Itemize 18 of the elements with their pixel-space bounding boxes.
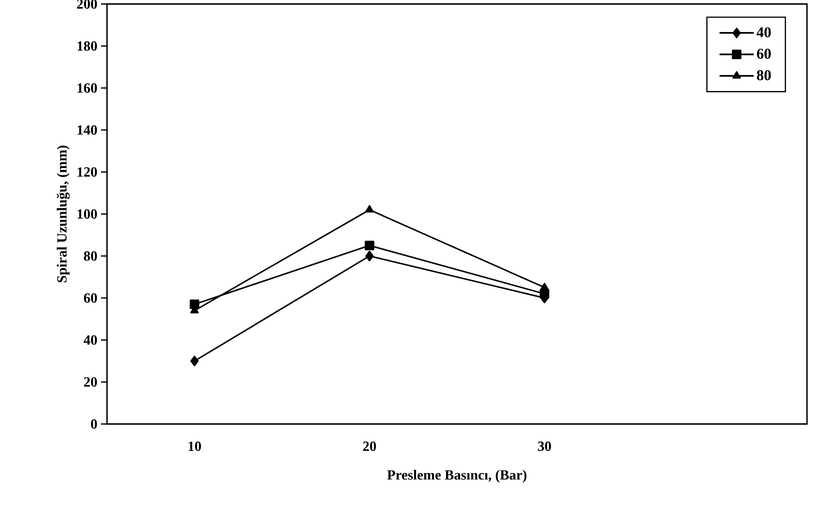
x-tick-label: 10	[188, 442, 201, 451]
y-tick-label: 80	[84, 251, 97, 261]
y-tick-label: 160	[78, 83, 97, 93]
y-tick-label: 40	[84, 335, 97, 345]
x-axis-title: Presleme Basıncı, (Bar)	[387, 470, 526, 483]
y-axis-title: Spiral Uzunluğu, (mm)	[56, 146, 70, 282]
legend-label: 60	[756, 48, 771, 59]
y-tick-label: 100	[78, 209, 97, 219]
y-tick-label: 20	[84, 377, 97, 387]
x-tick-label: 30	[538, 442, 551, 451]
y-tick-label: 180	[78, 41, 97, 51]
y-tick-label: 120	[78, 167, 97, 177]
y-tick-label: 140	[78, 125, 97, 135]
legend-label: 40	[756, 27, 771, 38]
legend-label: 80	[756, 70, 771, 80]
y-tick-label: 0	[91, 419, 97, 429]
y-tick-label: 60	[84, 293, 97, 303]
x-tick-label: 20	[363, 442, 376, 451]
